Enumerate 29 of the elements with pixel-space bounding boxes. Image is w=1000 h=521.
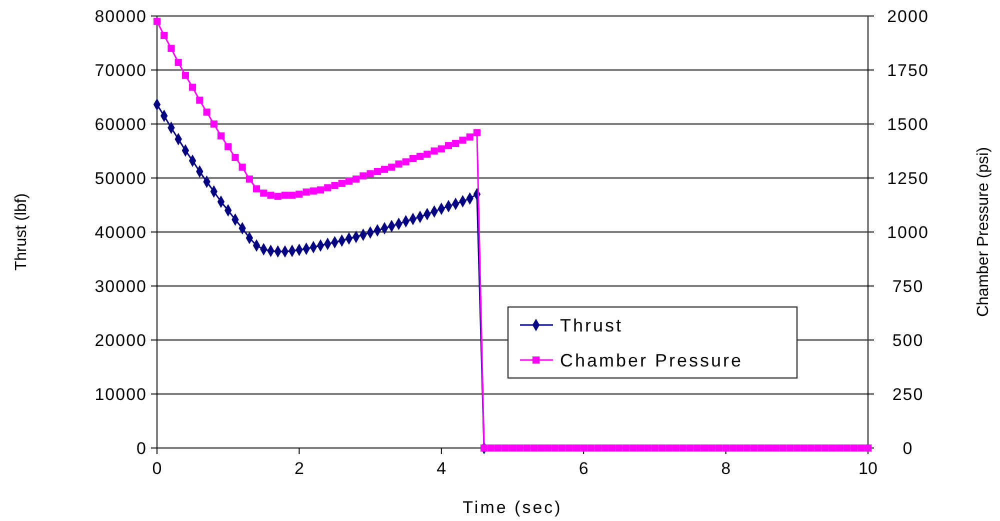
y2-tick-label: 250 (892, 384, 924, 404)
x-tick-label: 10 (858, 459, 878, 478)
y2-tick-label: 750 (892, 276, 924, 296)
x-tick-label: 4 (436, 459, 446, 478)
legend-label: Thrust (560, 315, 624, 336)
x-axis-title: Time (sec) (462, 498, 562, 517)
x-tick-label: 8 (721, 459, 731, 478)
y-tick-label: 50000 (94, 168, 147, 188)
y2-tick-label: 1250 (887, 168, 929, 188)
y-tick-label: 30000 (94, 276, 147, 296)
y-tick-label: 80000 (94, 6, 147, 26)
legend-label: Chamber Pressure (560, 350, 744, 370)
y-tick-label: 10000 (94, 384, 147, 404)
x-tick-label: 6 (578, 459, 588, 478)
y-tick-label: 0 (136, 438, 147, 458)
y-axis-title: Thrust (lbf) (13, 193, 30, 271)
y-tick-label: 20000 (94, 330, 147, 350)
y2-tick-label: 2000 (887, 6, 929, 26)
y2-tick-label: 1750 (887, 60, 929, 80)
y-tick-label: 60000 (94, 114, 147, 134)
y2-tick-label: 1000 (887, 222, 929, 242)
x-tick-label: 0 (152, 459, 162, 478)
y2-tick-label: 500 (892, 330, 924, 350)
x-tick-label: 2 (294, 459, 304, 478)
y2-axis-title: Chamber Pressure (psi) (975, 147, 992, 317)
y2-tick-label: 0 (902, 438, 914, 458)
y2-tick-label: 1500 (887, 114, 929, 134)
y-tick-label: 70000 (94, 60, 147, 80)
y-tick-label: 40000 (94, 222, 147, 242)
